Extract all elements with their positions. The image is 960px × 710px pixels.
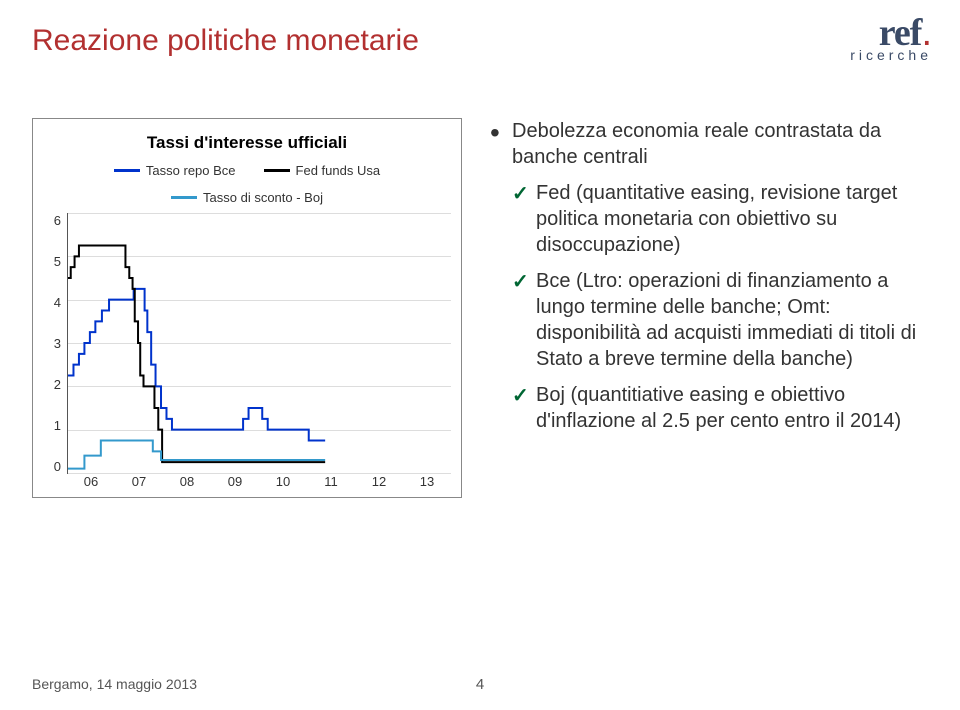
- footer: Bergamo, 14 maggio 2013 4: [32, 676, 928, 692]
- legend-item: Fed funds Usa: [264, 163, 381, 178]
- x-tick: 09: [211, 474, 259, 489]
- sub-bullet-list: Fed (quantitative easing, revisione targ…: [490, 180, 918, 434]
- x-tick: 10: [259, 474, 307, 489]
- y-tick: 0: [54, 459, 61, 474]
- y-tick: 6: [54, 213, 61, 228]
- chart-title: Tassi d'interesse ufficiali: [43, 133, 451, 153]
- chart-svg: [68, 213, 451, 473]
- logo-sub: ricerche: [850, 48, 932, 62]
- chart-plot-area: [67, 213, 451, 474]
- page-number: 4: [476, 676, 484, 693]
- footer-text: Bergamo, 14 maggio 2013: [32, 676, 197, 692]
- y-tick: 4: [54, 295, 61, 310]
- chart-x-axis: 0607080910111213: [67, 474, 451, 489]
- page-title: Reazione politiche monetarie: [32, 24, 928, 58]
- logo: ref. ricerche: [850, 14, 932, 62]
- y-tick: 2: [54, 377, 61, 392]
- chart-legend: Tasso repo Bce Fed funds Usa Tasso di scon…: [43, 163, 451, 205]
- y-tick: 3: [54, 336, 61, 351]
- chart-container: Tassi d'interesse ufficiali Tasso repo B…: [32, 118, 462, 498]
- lead-bullet: Debolezza economia reale contrastata da …: [490, 118, 918, 170]
- y-tick: 5: [54, 254, 61, 269]
- bullet-block: Debolezza economia reale contrastata da …: [490, 118, 918, 434]
- legend-item: Tasso di sconto - Boj: [171, 190, 323, 205]
- x-tick: 11: [307, 474, 355, 489]
- sub-bullet: Bce (Ltro: operazioni di finanziamento a…: [512, 268, 918, 372]
- x-tick: 08: [163, 474, 211, 489]
- x-tick: 07: [115, 474, 163, 489]
- x-tick: 12: [355, 474, 403, 489]
- x-tick: 13: [403, 474, 451, 489]
- legend-item: Tasso repo Bce: [114, 163, 236, 178]
- sub-bullet: Boj (quantitiative easing e obiettivo d'…: [512, 382, 918, 434]
- y-tick: 1: [54, 418, 61, 433]
- x-tick: 06: [67, 474, 115, 489]
- chart-y-axis: 6 5 4 3 2 1 0: [43, 213, 67, 474]
- sub-bullet: Fed (quantitative easing, revisione targ…: [512, 180, 918, 258]
